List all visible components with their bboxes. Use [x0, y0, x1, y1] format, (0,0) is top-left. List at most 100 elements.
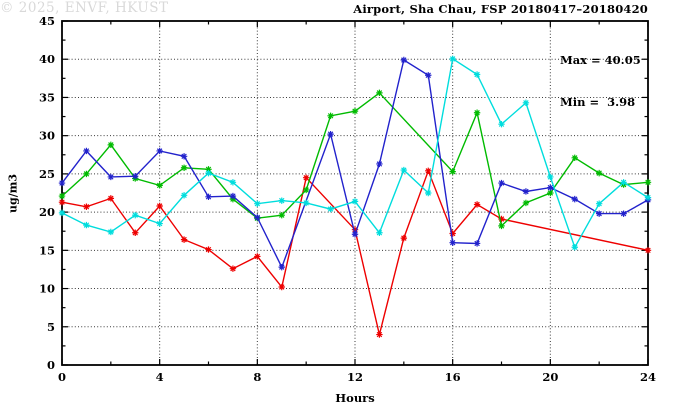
data-point-marker-blue	[180, 153, 188, 160]
data-point-marker-red	[449, 230, 456, 237]
y-tick-label: 10	[39, 282, 55, 296]
data-point-marker-green	[327, 112, 334, 119]
y-axis-label: ug/m3	[6, 174, 20, 213]
data-point-marker-green	[449, 168, 456, 175]
data-point-marker-blue	[425, 72, 432, 79]
data-point-marker-green	[498, 222, 505, 230]
data-point-marker-blue	[278, 263, 285, 271]
data-point-marker-green	[522, 199, 530, 207]
data-point-marker-green	[473, 109, 481, 116]
data-point-marker-blue	[107, 173, 115, 181]
y-tick-label: 15	[39, 243, 55, 257]
data-point-marker-red	[156, 202, 163, 210]
watermark: © 2025, ENVF, HKUST	[0, 0, 169, 16]
chart-title: Airport, Sha Chau, FSP 20180417–20180420	[353, 2, 648, 16]
data-point-marker-cyan	[498, 121, 505, 128]
data-point-marker-blue	[351, 231, 359, 238]
data-point-marker-cyan	[132, 211, 139, 219]
data-point-marker-blue	[595, 210, 603, 217]
data-point-marker-cyan	[595, 200, 603, 207]
data-point-marker-blue	[498, 179, 505, 187]
x-tick-label: 0	[58, 370, 66, 384]
data-point-marker-cyan	[58, 209, 66, 217]
data-point-marker-cyan	[400, 166, 408, 174]
data-point-marker-blue	[571, 195, 578, 203]
data-point-marker-blue	[376, 160, 383, 168]
data-point-marker-green	[156, 182, 163, 189]
data-point-marker-green	[83, 170, 90, 178]
data-point-marker-blue	[400, 56, 408, 64]
data-point-marker-green	[302, 186, 310, 194]
y-tick-label: 40	[39, 52, 55, 66]
series-cyan	[58, 55, 652, 251]
data-point-marker-red	[644, 247, 652, 254]
data-point-marker-cyan	[302, 199, 310, 207]
data-point-marker-green	[351, 108, 359, 115]
y-tick-label: 45	[39, 14, 55, 28]
y-tick-label: 20	[39, 205, 55, 219]
data-point-marker-cyan	[473, 71, 481, 78]
data-point-marker-green	[571, 154, 578, 162]
data-point-marker-red	[229, 265, 237, 272]
data-point-marker-red	[425, 167, 432, 175]
data-point-marker-cyan	[522, 99, 530, 106]
data-point-marker-red	[498, 215, 505, 223]
x-tick-label: 20	[542, 370, 558, 384]
data-point-marker-green	[180, 164, 188, 171]
data-point-marker-cyan	[156, 220, 163, 227]
x-tick-label: 16	[445, 370, 461, 384]
data-point-marker-red	[376, 331, 383, 338]
max-value-label: Max = 40.05	[560, 53, 641, 67]
data-point-marker-green	[278, 211, 285, 219]
y-tick-label: 30	[39, 129, 55, 143]
y-tick-label: 35	[39, 90, 55, 104]
x-tick-label: 8	[253, 370, 261, 384]
data-point-marker-blue	[449, 239, 456, 246]
data-point-marker-cyan	[449, 55, 456, 63]
data-point-marker-blue	[254, 214, 261, 221]
data-point-marker-red	[400, 234, 408, 242]
x-tick-label: 12	[347, 370, 363, 384]
data-point-marker-green	[376, 89, 383, 97]
series-line-red	[61, 168, 649, 335]
data-point-marker-cyan	[107, 228, 115, 236]
series-red	[58, 167, 652, 338]
data-point-marker-red	[278, 283, 285, 291]
data-point-marker-blue	[205, 193, 212, 201]
data-point-marker-cyan	[205, 169, 212, 177]
data-point-marker-cyan	[254, 200, 261, 207]
data-point-marker-cyan	[425, 189, 432, 197]
data-point-marker-blue	[522, 188, 530, 195]
data-point-marker-cyan	[644, 194, 652, 201]
data-point-marker-red	[473, 201, 481, 208]
data-point-marker-red	[205, 246, 212, 253]
stats-box: Max = 40.05 Min = 3.98	[560, 25, 641, 137]
x-axis-label: Hours	[335, 391, 375, 405]
data-point-marker-cyan	[229, 179, 237, 186]
data-point-marker-blue	[83, 147, 90, 155]
data-point-marker-cyan	[180, 192, 188, 199]
data-point-marker-blue	[132, 172, 139, 180]
data-point-marker-red	[83, 203, 90, 210]
data-point-marker-red	[58, 198, 66, 206]
data-point-marker-blue	[229, 192, 237, 200]
data-point-marker-cyan	[620, 179, 627, 186]
data-point-marker-red	[254, 253, 261, 260]
data-point-marker-blue	[156, 147, 163, 155]
data-point-marker-green	[107, 141, 115, 149]
data-point-marker-red	[302, 174, 310, 181]
data-point-marker-green	[547, 189, 554, 197]
data-point-marker-red	[107, 195, 115, 202]
data-point-marker-blue	[547, 184, 554, 191]
data-point-marker-blue	[473, 240, 481, 247]
data-point-marker-green	[595, 169, 603, 177]
data-point-marker-blue	[327, 130, 334, 138]
data-point-marker-cyan	[83, 221, 90, 229]
y-tick-label: 5	[47, 320, 55, 334]
data-point-marker-blue	[620, 210, 627, 217]
data-point-marker-red	[180, 236, 188, 243]
x-tick-label: 24	[640, 370, 656, 384]
data-point-marker-cyan	[327, 205, 334, 213]
data-point-marker-cyan	[547, 173, 554, 181]
